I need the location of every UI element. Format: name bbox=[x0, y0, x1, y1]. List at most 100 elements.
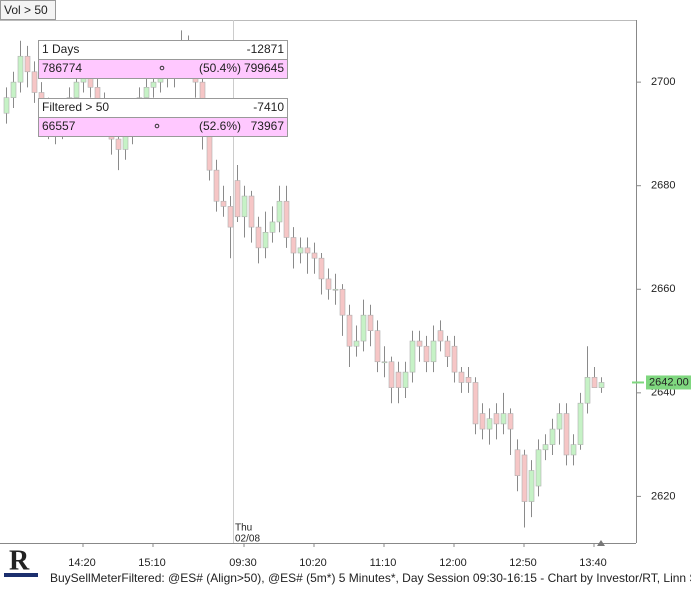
candle-body bbox=[416, 340, 423, 347]
candle-body bbox=[325, 278, 332, 290]
candle-body bbox=[304, 247, 311, 254]
candle-body bbox=[269, 221, 276, 233]
x-tick-label: 12:00 bbox=[439, 557, 467, 569]
candle-body bbox=[556, 413, 563, 430]
candle-body bbox=[318, 257, 325, 280]
panel-dot bbox=[154, 123, 160, 129]
candle-body bbox=[17, 55, 24, 83]
candle-body bbox=[10, 81, 17, 98]
candle-body bbox=[486, 418, 493, 430]
last-price-box bbox=[646, 375, 691, 390]
y-tick-label: 2620 bbox=[651, 490, 675, 502]
candle-body bbox=[535, 449, 542, 487]
candle-body bbox=[381, 361, 388, 364]
candle-body bbox=[444, 340, 451, 357]
logo-bg bbox=[0, 545, 44, 587]
panel-net: -12871 bbox=[247, 42, 285, 56]
panel-percent: (50.4%) bbox=[199, 61, 241, 75]
session-date: 02/08 bbox=[235, 534, 260, 545]
candle-body bbox=[262, 232, 269, 249]
x-tick-label: 09:30 bbox=[229, 557, 257, 569]
footer-text: BuySellMeterFiltered: @ES# (Align>50), @… bbox=[50, 571, 691, 585]
panel-buy: 66557 bbox=[42, 119, 76, 133]
candle-body bbox=[290, 237, 297, 254]
candle-body bbox=[234, 180, 241, 218]
candle-body bbox=[339, 288, 346, 316]
candle-body bbox=[31, 71, 38, 93]
candle-body bbox=[402, 371, 409, 388]
candle-body bbox=[220, 200, 227, 207]
candle-body bbox=[465, 376, 472, 383]
x-tick-label: 13:40 bbox=[579, 557, 607, 569]
candle-body bbox=[24, 55, 31, 73]
candle-body bbox=[577, 402, 584, 445]
candle-body bbox=[276, 200, 283, 223]
candle-body bbox=[479, 413, 486, 430]
candle-body bbox=[332, 288, 339, 291]
candle-body bbox=[514, 449, 521, 476]
session-day: Thu bbox=[235, 523, 252, 534]
x-tick-label: 15:10 bbox=[138, 557, 166, 569]
vol-button[interactable] bbox=[0, 0, 56, 20]
candle-body bbox=[73, 81, 80, 98]
candle-body bbox=[563, 413, 570, 456]
candle-body bbox=[458, 371, 465, 383]
candle-body bbox=[3, 97, 10, 114]
candle-body bbox=[374, 330, 381, 363]
candle-body bbox=[213, 169, 220, 202]
candle-body bbox=[388, 361, 395, 388]
candle-body bbox=[528, 470, 535, 502]
candle-body bbox=[472, 382, 479, 425]
y-tick-label: 2700 bbox=[651, 76, 675, 88]
candle-body bbox=[346, 314, 353, 347]
candle-body bbox=[311, 252, 318, 259]
logo-bar bbox=[4, 573, 38, 577]
candle-body bbox=[150, 81, 157, 88]
panel-buy: 786774 bbox=[42, 61, 82, 75]
panel-percent: (52.6%) bbox=[199, 119, 241, 133]
candle-body bbox=[395, 371, 402, 388]
x-tick-label: 11:10 bbox=[370, 557, 397, 569]
candle-body bbox=[283, 200, 290, 238]
x-tick-label: 10:20 bbox=[299, 557, 327, 569]
candle-body bbox=[549, 428, 556, 445]
panel-title: 1 Days bbox=[42, 42, 79, 56]
panel-total: 73967 bbox=[251, 119, 285, 133]
candle-body bbox=[437, 330, 444, 342]
logo-r: R bbox=[9, 545, 30, 576]
candle-body bbox=[255, 226, 262, 249]
candle-body bbox=[360, 314, 367, 342]
candle-body bbox=[409, 340, 416, 373]
scroll-marker bbox=[597, 540, 605, 546]
last-price-label: 2642.00 bbox=[649, 376, 689, 388]
x-tick-label: 12:50 bbox=[509, 557, 537, 569]
panel-row bbox=[38, 117, 288, 137]
candle-body bbox=[570, 444, 577, 456]
candle-body bbox=[507, 413, 514, 430]
candle-body bbox=[598, 382, 605, 388]
candle-body bbox=[241, 195, 248, 218]
candle-body bbox=[493, 413, 500, 425]
candle-body bbox=[206, 133, 213, 171]
candle-body bbox=[115, 138, 122, 150]
candles: 2620 2640 2660 2680 2700 14:20 15:10 09:30 10:20… bbox=[3, 30, 675, 569]
panel-net: -7410 bbox=[253, 100, 284, 114]
candle-body bbox=[297, 247, 304, 254]
y-tick-label: 2680 bbox=[651, 180, 675, 192]
vol-button-label[interactable]: Vol > 50 bbox=[4, 3, 48, 17]
logo: R bbox=[0, 545, 44, 587]
candle-body bbox=[521, 454, 528, 502]
candle-body bbox=[248, 195, 255, 228]
y-tick-label: 2660 bbox=[651, 283, 675, 295]
y-tick-label: 2640 bbox=[651, 387, 675, 399]
candle-body bbox=[430, 340, 437, 363]
x-tick-label: 14:20 bbox=[68, 557, 96, 569]
candle-body bbox=[367, 314, 374, 331]
panel-total: 799645 bbox=[244, 61, 284, 75]
candle-body bbox=[542, 444, 549, 451]
candle-body bbox=[451, 345, 458, 373]
panel-dot bbox=[159, 65, 165, 71]
